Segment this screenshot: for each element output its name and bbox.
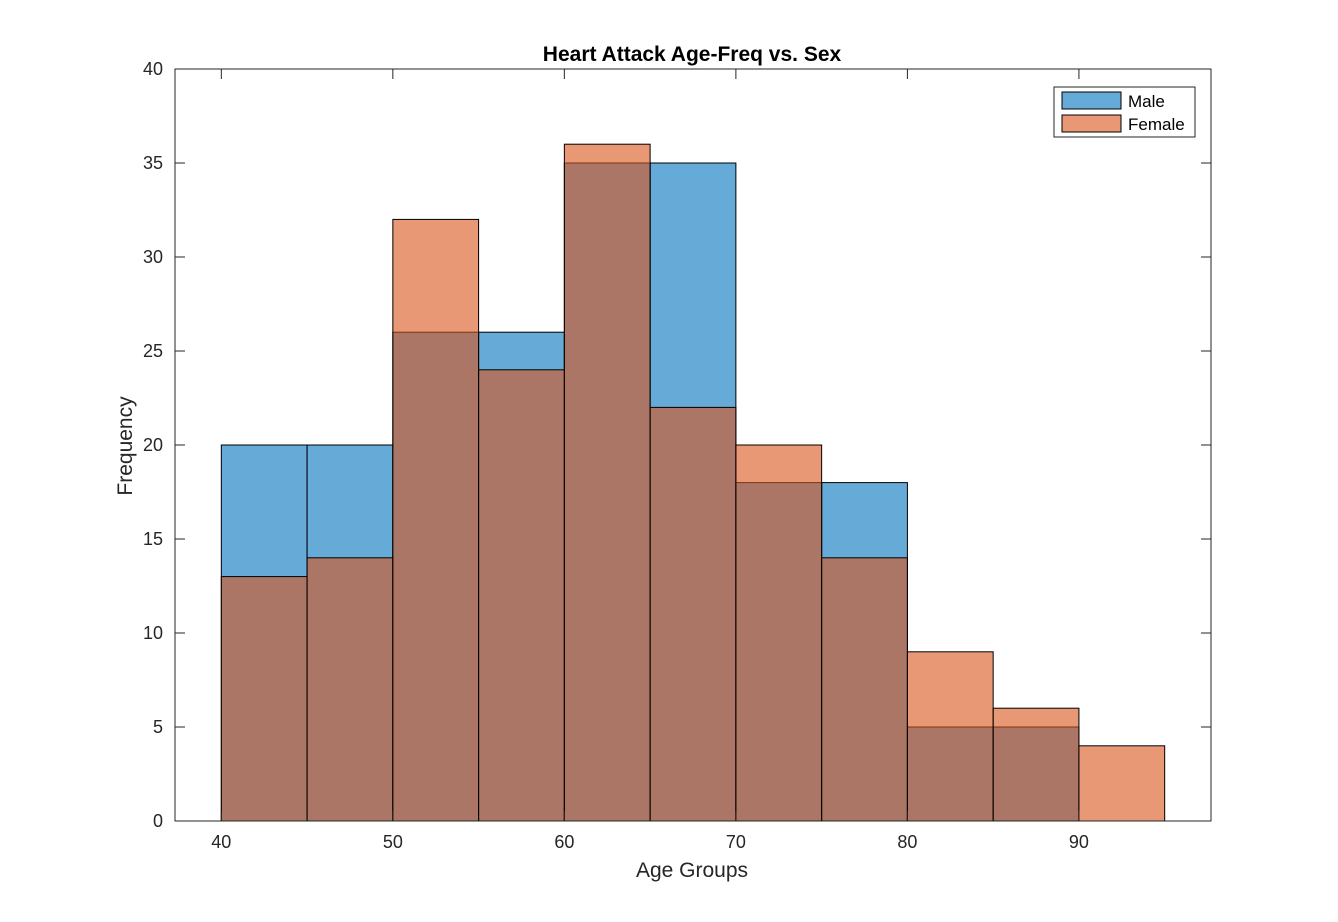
y-tick-label: 20 xyxy=(143,435,163,455)
female-bar-8 xyxy=(821,557,908,822)
y-tick-label: 0 xyxy=(153,811,163,831)
y-axis-label: Frequency xyxy=(114,396,137,496)
x-axis-label: Age Groups xyxy=(636,859,748,882)
female-bar-10 xyxy=(992,707,1080,822)
y-tick-label: 25 xyxy=(143,341,163,361)
y-tick-label: 40 xyxy=(143,59,163,79)
female-bar-9 xyxy=(906,651,994,822)
female-bar-7 xyxy=(735,444,823,822)
y-tick-label: 15 xyxy=(143,529,163,549)
bars-layer xyxy=(220,143,1166,822)
y-tick-label: 35 xyxy=(143,153,163,173)
legend-swatch-female xyxy=(1061,114,1122,133)
female-bar-2 xyxy=(306,557,394,822)
female-bar-6 xyxy=(649,406,737,822)
y-tick-label: 5 xyxy=(153,717,163,737)
x-tick-label: 40 xyxy=(211,832,231,852)
y-tick-label: 30 xyxy=(143,247,163,267)
x-tick-label: 70 xyxy=(726,832,746,852)
x-tick-label: 50 xyxy=(383,832,403,852)
x-tick-label: 80 xyxy=(897,832,917,852)
ticks-layer: 40 50 60 70 80 90 0 5 10 15 20 25 30 35 40 xyxy=(143,59,1211,852)
x-tick-label: 90 xyxy=(1069,832,1089,852)
female-bar-5 xyxy=(563,143,651,822)
legend: Male Female xyxy=(1053,86,1196,138)
female-bar-1 xyxy=(220,576,308,822)
female-bar-3 xyxy=(392,218,480,822)
legend-swatch-male xyxy=(1061,91,1122,110)
x-tick-label: 60 xyxy=(554,832,574,852)
chart-title: Heart Attack Age-Freq vs. Sex xyxy=(543,43,842,66)
legend-label-male: Male xyxy=(1128,92,1165,111)
female-bar-11 xyxy=(1078,745,1166,822)
y-tick-label: 10 xyxy=(143,623,163,643)
legend-label-female: Female xyxy=(1128,115,1185,134)
female-bar-4 xyxy=(478,369,565,822)
